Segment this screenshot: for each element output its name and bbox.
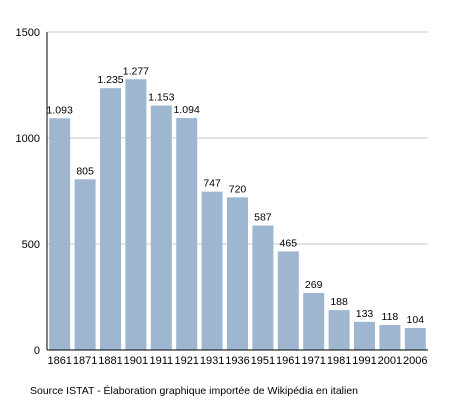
x-tick-label: 2001 xyxy=(378,355,402,367)
x-tick-label: 1861 xyxy=(47,355,71,367)
x-tick-label: 1901 xyxy=(124,355,148,367)
bar xyxy=(201,191,223,350)
data-label: 188 xyxy=(330,296,348,308)
x-tick-label: 1881 xyxy=(98,355,122,367)
data-label: 1.235 xyxy=(97,74,123,86)
data-label: 133 xyxy=(356,308,374,320)
y-tick-label: 500 xyxy=(22,239,40,251)
x-tick-label: 1911 xyxy=(149,355,173,367)
bar xyxy=(404,327,426,350)
bars xyxy=(49,79,426,351)
data-label: 805 xyxy=(76,165,94,177)
x-tick-label: 1981 xyxy=(327,355,351,367)
bar xyxy=(150,105,172,351)
data-label: 1.153 xyxy=(148,92,174,104)
bar xyxy=(303,292,325,350)
bar xyxy=(277,251,299,350)
data-label: 118 xyxy=(382,311,399,323)
bar xyxy=(328,310,350,350)
data-label: 587 xyxy=(254,212,272,224)
data-label: 465 xyxy=(280,237,298,249)
x-tick-label: 1991 xyxy=(352,355,376,367)
bar xyxy=(354,321,375,350)
data-label: 1.094 xyxy=(174,104,200,116)
bar xyxy=(176,118,198,351)
data-label: 747 xyxy=(203,178,221,190)
x-tick-label: 1871 xyxy=(73,355,97,367)
bar xyxy=(252,225,274,350)
data-label: 269 xyxy=(305,279,323,291)
source-caption: Source ISTAT - Élaboration graphique imp… xyxy=(30,384,358,397)
axes xyxy=(46,32,428,351)
y-tick-label: 1000 xyxy=(16,133,40,145)
x-tick-label: 1971 xyxy=(301,355,325,367)
x-tick-label: 1936 xyxy=(225,355,249,367)
data-label: 104 xyxy=(407,314,425,326)
y-tick-label: 1500 xyxy=(16,27,40,39)
bar xyxy=(49,118,71,350)
bar xyxy=(125,79,147,350)
x-tick-labels: 1861 1871 1881 1901 1911 1921 1931 1936 1951 1961… xyxy=(47,355,427,367)
x-tick-label: 1961 xyxy=(276,355,300,367)
data-label: 1.277 xyxy=(123,65,149,77)
bar xyxy=(379,324,401,350)
bar xyxy=(74,179,96,350)
x-tick-label: 1931 xyxy=(200,355,224,367)
y-tick-labels: 0 500 1000 1500 xyxy=(16,27,40,357)
x-tick-label: 1951 xyxy=(251,355,275,367)
bar xyxy=(100,88,121,351)
data-label: 1.093 xyxy=(47,104,73,116)
y-tick-label: 0 xyxy=(34,345,40,357)
data-label: 720 xyxy=(229,183,247,195)
x-tick-label: 1921 xyxy=(174,355,198,367)
x-tick-label: 2006 xyxy=(403,355,427,367)
bar xyxy=(227,197,248,350)
